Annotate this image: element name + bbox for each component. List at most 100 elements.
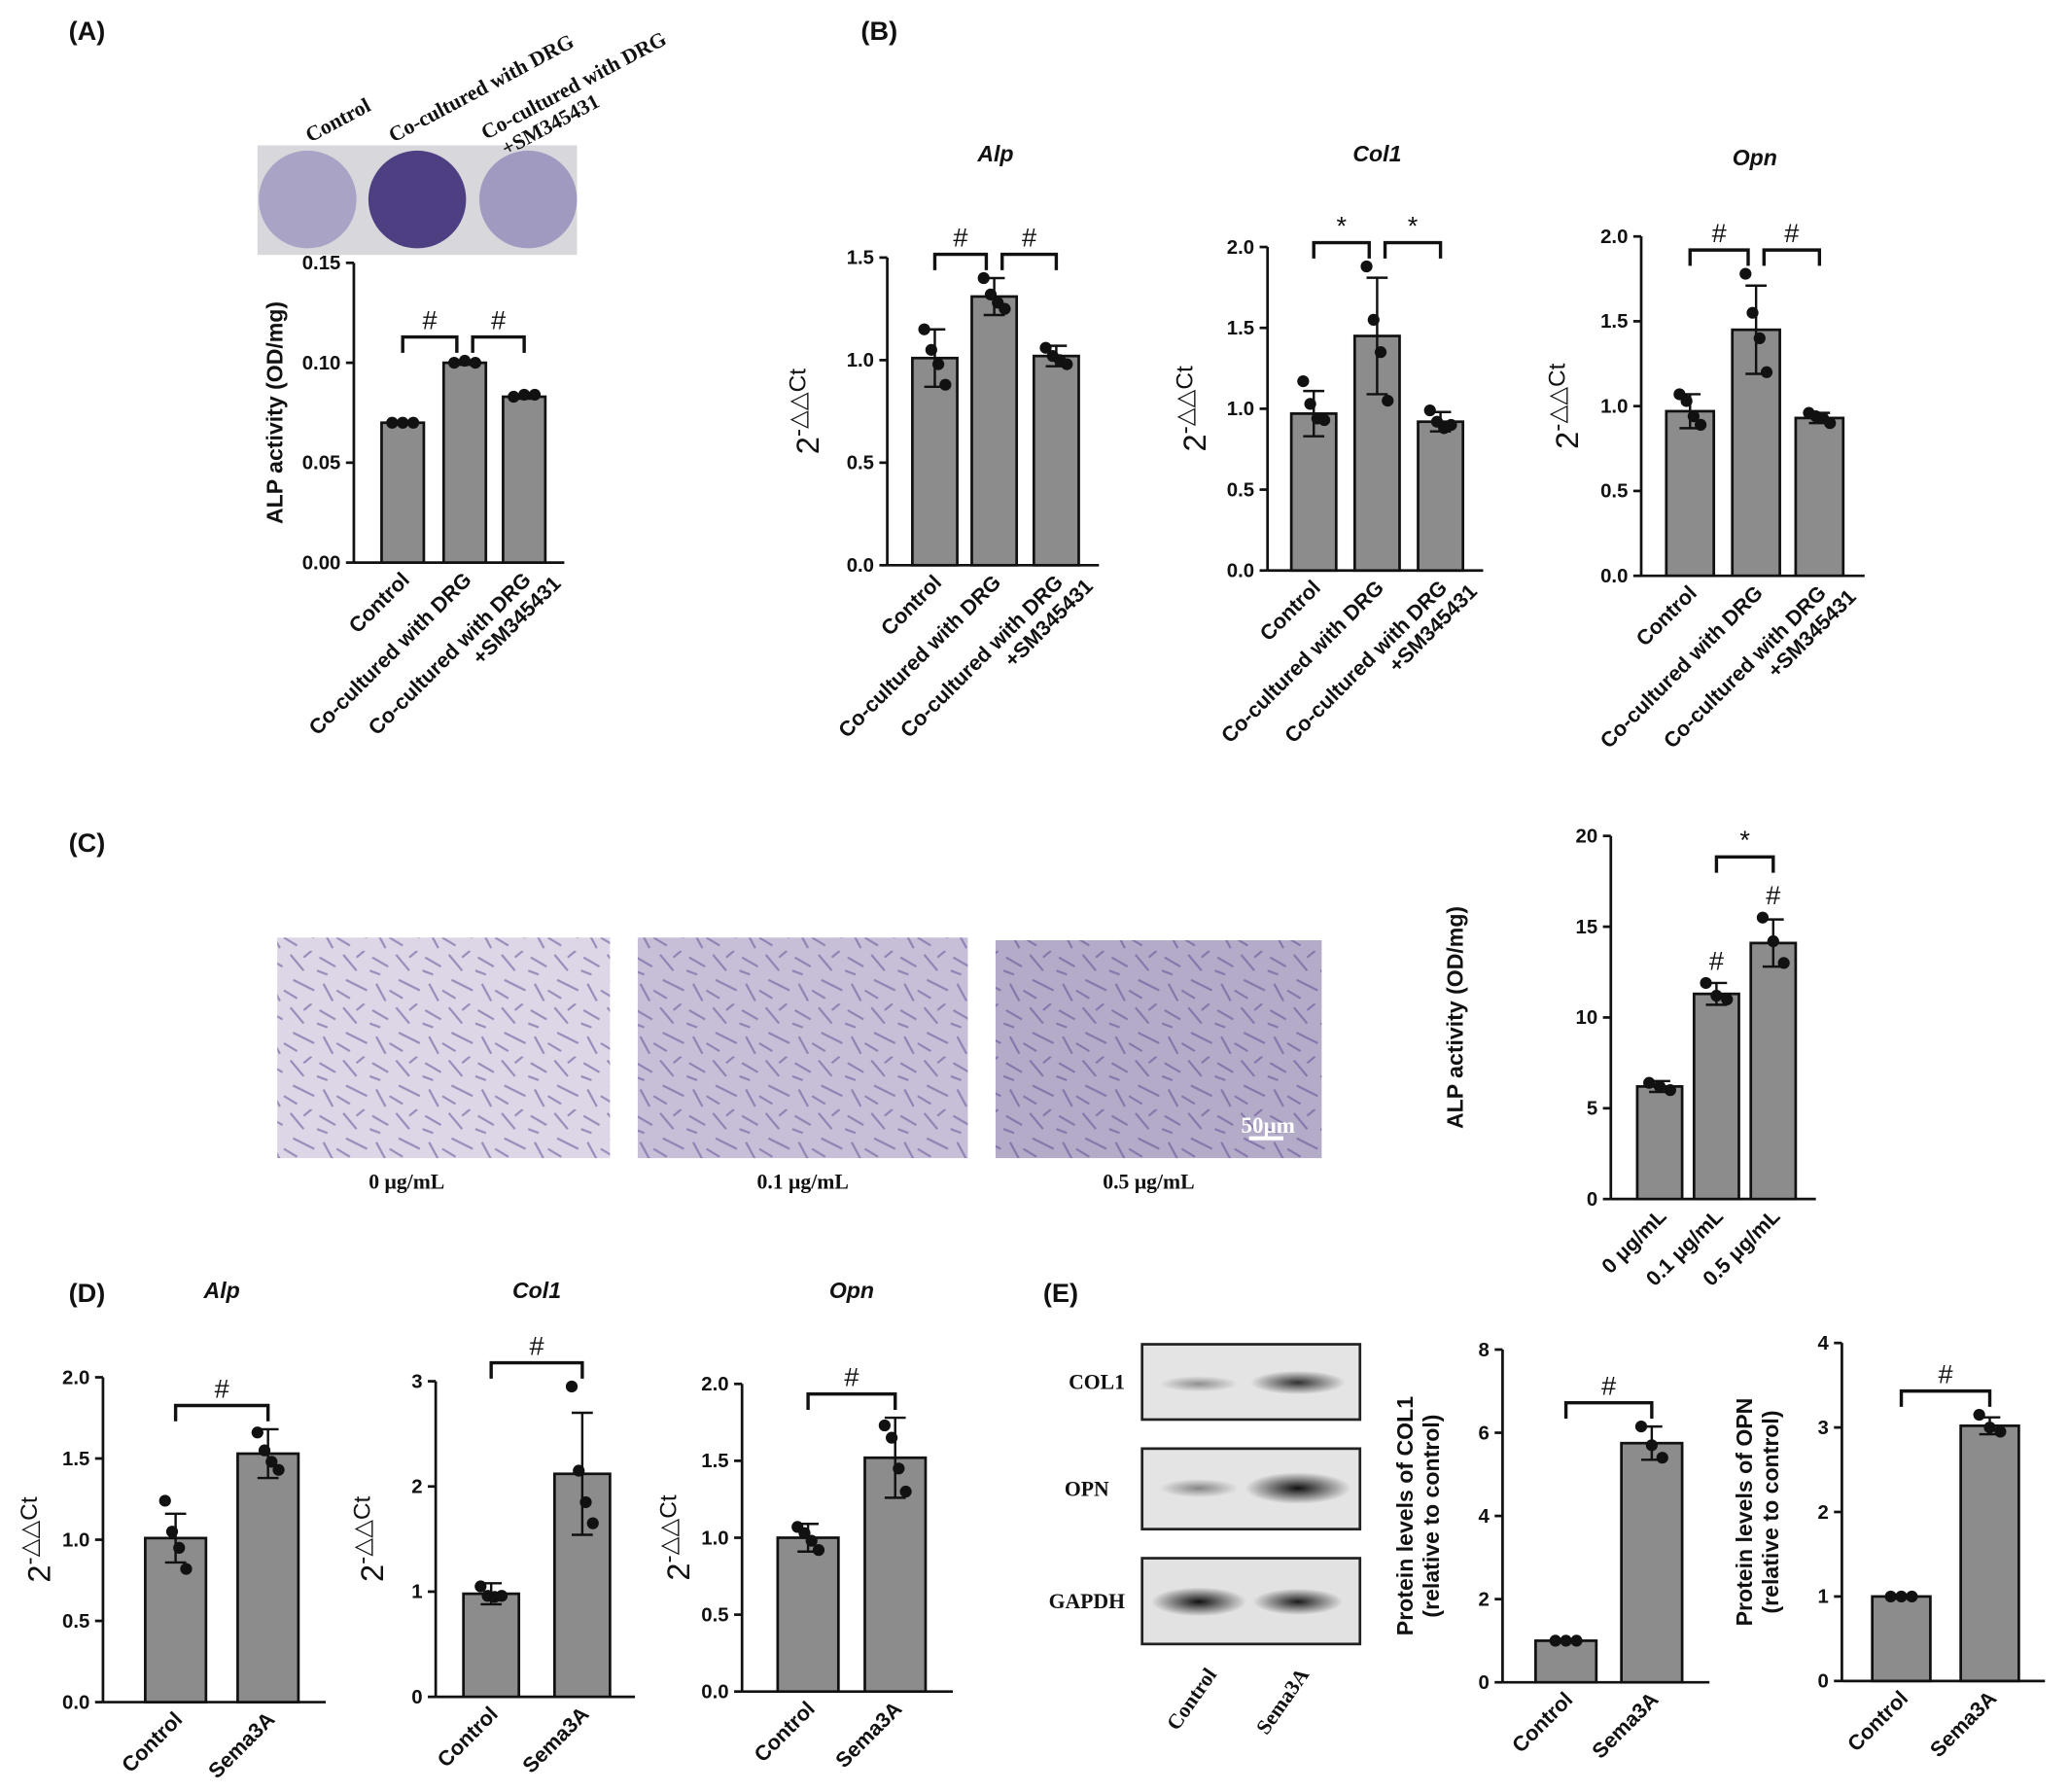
- micrograph-label: 0 μg/mL: [368, 1170, 444, 1193]
- significance-bracket: [1762, 248, 1822, 266]
- y-tick-label: 4: [1818, 1333, 1830, 1354]
- data-point: [474, 1580, 487, 1593]
- data-point: [469, 356, 481, 369]
- y-axis-label: 2-△△Ct: [785, 369, 825, 454]
- y-tick-label: 15: [1576, 917, 1598, 938]
- y-axis-label-line: Protein levels of COL1: [1392, 1396, 1418, 1635]
- data-point: [1560, 1634, 1572, 1647]
- x-tick-label: Control: [433, 1702, 503, 1772]
- error-bar: [1303, 389, 1325, 438]
- data-point: [798, 1527, 811, 1539]
- y-axis-label-base: 2: [354, 1564, 390, 1582]
- data-point: [1994, 1425, 2007, 1438]
- data-point: [878, 1419, 891, 1432]
- x-tick-label: Sema3A: [830, 1696, 907, 1773]
- x-tick-label: Sema3A: [1925, 1685, 2002, 1762]
- y-tick-label: 2.0: [1227, 237, 1254, 259]
- data-point: [1423, 404, 1436, 417]
- y-tick-label: 1.0: [62, 1529, 89, 1551]
- y-axis-label: 2-△△Ct: [349, 1496, 390, 1582]
- bar: [1794, 416, 1845, 578]
- data-point: [258, 1444, 271, 1457]
- data-point: [586, 1517, 599, 1529]
- significance-bracket: [1714, 855, 1775, 873]
- data-point: [180, 1563, 193, 1575]
- blot-row-label: GAPDH: [1049, 1590, 1126, 1613]
- significance-label: *: [1408, 210, 1419, 240]
- y-tick-label: 3: [411, 1371, 422, 1392]
- data-point: [272, 1463, 285, 1476]
- y-tick-label: 0.0: [701, 1681, 728, 1703]
- data-point: [1767, 934, 1779, 948]
- bar: [1635, 1085, 1684, 1201]
- bar: [1692, 992, 1740, 1201]
- bar: [1417, 420, 1465, 573]
- y-tick-label: 0.05: [302, 453, 341, 474]
- data-point: [1777, 957, 1790, 969]
- y-axis-label-base: 2: [789, 437, 825, 454]
- panel-label: (C): [69, 827, 106, 858]
- error-bar: [164, 1512, 187, 1564]
- y-tick-label: 20: [1576, 826, 1598, 848]
- significance-bracket: [1563, 1400, 1654, 1419]
- bar: [380, 421, 426, 564]
- bar: [1959, 1424, 2020, 1683]
- y-axis-label-base: 2: [1176, 434, 1212, 451]
- data-point: [931, 358, 945, 370]
- significance-label: #: [953, 222, 967, 252]
- data-point: [1656, 1452, 1668, 1464]
- data-point: [565, 1380, 579, 1393]
- data-point: [1645, 1439, 1658, 1452]
- y-tick-label: 0.0: [1227, 561, 1254, 582]
- significance-bracket: [1688, 248, 1750, 266]
- y-tick-label: 0: [411, 1687, 422, 1708]
- y-tick-label: 1.5: [1600, 311, 1628, 333]
- plate-image: [257, 145, 578, 256]
- significance-label: #: [1601, 1371, 1616, 1401]
- data-point: [1906, 1590, 1918, 1603]
- y-axis-label: 2-△△Ct: [1544, 363, 1585, 448]
- data-point: [1061, 358, 1073, 370]
- y-axis-label-line: Protein levels of OPN: [1732, 1398, 1757, 1627]
- chart-title: Alp: [203, 1278, 240, 1303]
- y-tick-label: 0.0: [1600, 566, 1628, 587]
- bar: [911, 356, 959, 567]
- chart-title: Opn: [829, 1278, 874, 1303]
- data-point: [812, 1544, 825, 1557]
- significance-label: *: [1739, 825, 1750, 855]
- significance-label: #: [529, 1330, 544, 1360]
- data-point: [999, 302, 1011, 315]
- y-tick-label: 1: [411, 1582, 422, 1603]
- data-point: [1634, 1421, 1648, 1433]
- data-point: [1824, 417, 1837, 430]
- panel-label: (D): [69, 1278, 106, 1308]
- significance-label: #: [1784, 218, 1799, 248]
- data-point: [173, 1541, 186, 1554]
- data-point: [448, 356, 461, 369]
- data-point: [1687, 410, 1700, 423]
- data-point: [397, 416, 409, 429]
- data-point: [1653, 1080, 1666, 1093]
- y-axis-label-sup: -△△Ct: [655, 1494, 682, 1563]
- bar: [1749, 941, 1798, 1201]
- micrograph-label: 0.1 μg/mL: [756, 1170, 848, 1193]
- y-axis-label-line: (relative to control): [1419, 1415, 1444, 1618]
- error-bar: [884, 1416, 906, 1499]
- data-point: [925, 343, 937, 356]
- y-tick-label: 10: [1576, 1007, 1598, 1029]
- y-axis-label-sup: -△△Ct: [349, 1496, 375, 1564]
- significance-label: #: [422, 304, 437, 334]
- significance-bracket: [806, 1391, 897, 1410]
- x-tick-label: Control: [1507, 1687, 1577, 1757]
- y-axis-label: 2-△△Ct: [17, 1496, 57, 1582]
- data-point: [495, 1590, 508, 1602]
- panel-label: (A): [69, 16, 106, 46]
- y-axis-label-sup: -△△Ct: [785, 369, 811, 437]
- x-tick-label: Sema3A: [517, 1702, 594, 1778]
- y-tick-label: 8: [1479, 1340, 1490, 1361]
- bar: [441, 361, 488, 564]
- data-point: [165, 1526, 179, 1538]
- significance-bracket: [401, 334, 459, 353]
- bar: [1871, 1595, 1932, 1683]
- data-point: [805, 1534, 818, 1547]
